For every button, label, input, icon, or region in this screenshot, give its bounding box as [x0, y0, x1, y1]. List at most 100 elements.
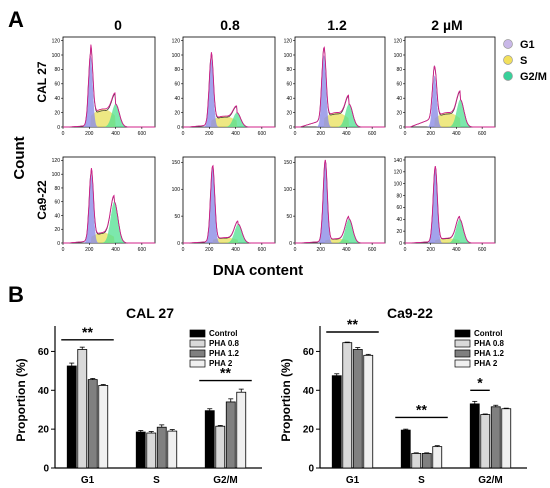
- histogram-y-tick: 120: [394, 38, 403, 44]
- bar-y-axis-label: Proportion (%): [279, 358, 293, 441]
- bar-category-label: G1: [81, 475, 95, 486]
- bar-category-label: S: [418, 475, 425, 486]
- histogram-y-tick: 100: [52, 172, 61, 178]
- histogram-fit-line: [295, 159, 385, 244]
- histogram-x-tick: 0: [404, 247, 407, 253]
- histogram-x-tick: 200: [205, 131, 214, 137]
- histogram-x-tick: 400: [111, 131, 120, 137]
- significance-marker: **: [416, 401, 427, 417]
- histogram-y-tick: 20: [396, 229, 402, 235]
- bar-legend-label: PHA 0.8: [474, 339, 504, 348]
- histogram-y-tick: 120: [284, 38, 293, 44]
- bar-y-tick-label: 40: [38, 386, 50, 397]
- histogram-x-tick: 200: [427, 247, 436, 253]
- histogram-y-tick: 100: [284, 187, 293, 193]
- histogram-ca922-2: 0 200 400 600 0 50 100 150: [284, 156, 386, 253]
- significance-marker: *: [477, 374, 483, 390]
- histogram-fit-line: [183, 164, 275, 244]
- bar-legend-swatch: [454, 359, 471, 368]
- histogram-ca922-3: 0 200 400 600 0 20 40 60 80 100 120 140: [394, 156, 496, 253]
- histogram-y-tick: 80: [54, 186, 60, 192]
- histogram-y-tick: 0: [177, 241, 180, 247]
- bar: [469, 403, 480, 469]
- bar-legend-label: PHA 2: [209, 359, 233, 368]
- histogram-data-line: [405, 166, 495, 244]
- bar: [490, 406, 501, 469]
- bar-y-axis-label: Proportion (%): [14, 358, 28, 441]
- s-phase-area: [63, 109, 155, 127]
- bar-legend-swatch: [189, 349, 206, 358]
- s-phase-area: [295, 238, 385, 243]
- concentration-label: 2 µM: [431, 17, 462, 33]
- histogram-y-tick: 120: [394, 170, 403, 176]
- phase-legend: G1 S G2/M: [503, 39, 547, 83]
- histogram-y-tick: 0: [57, 241, 60, 247]
- histogram-y-tick: 0: [399, 241, 402, 247]
- histogram-x-tick: 600: [258, 247, 267, 253]
- bar-legend-label: Control: [474, 329, 502, 338]
- bar-legend-swatch: [189, 359, 206, 368]
- histogram-y-tick: 140: [394, 158, 403, 164]
- histogram-x-tick: 0: [294, 247, 297, 253]
- legend-swatch: [503, 55, 513, 65]
- histogram-y-tick: 100: [394, 181, 403, 187]
- histogram-x-tick: 200: [205, 247, 214, 253]
- histogram-y-tick: 80: [174, 67, 180, 73]
- histogram-y-tick: 40: [396, 217, 402, 223]
- bar-legend-label: PHA 2: [474, 359, 498, 368]
- histogram-x-tick: 400: [231, 247, 240, 253]
- g1-phase-area: [405, 169, 495, 243]
- histogram-fit-line: [295, 46, 385, 128]
- histogram-y-tick: 20: [396, 110, 402, 116]
- histogram-ca922-0: 0 200 400 600 0 20 40 60 80 100 120: [52, 156, 156, 253]
- histogram-y-tick: 100: [284, 53, 293, 59]
- histogram-x-tick: 0: [182, 131, 185, 137]
- histogram-y-tick: 0: [289, 125, 292, 131]
- bar: [146, 432, 157, 469]
- g2m-phase-area: [63, 104, 155, 127]
- g1-phase-area: [295, 162, 385, 243]
- histogram-frame: [182, 36, 276, 128]
- panel-b-label: B: [8, 282, 24, 307]
- histogram-x-tick: 400: [111, 247, 120, 253]
- histogram-y-tick: 80: [396, 193, 402, 199]
- histogram-x-tick: 0: [294, 131, 297, 137]
- histogram-y-tick: 100: [52, 53, 61, 59]
- histogram-y-tick: 50: [286, 214, 292, 220]
- significance-marker: **: [347, 316, 358, 332]
- s-phase-area: [183, 116, 275, 127]
- histogram-x-tick: 200: [317, 131, 326, 137]
- histogram-y-tick: 80: [396, 67, 402, 73]
- histogram-x-tick: 600: [368, 247, 377, 253]
- bar: [501, 408, 512, 469]
- histogram-cal27-2: 0 200 400 600 0 20 40 60 80 100 120: [284, 36, 386, 137]
- histogram-x-tick: 0: [62, 247, 65, 253]
- histogram-x-tick: 200: [85, 247, 94, 253]
- bar: [480, 414, 491, 469]
- bar: [363, 354, 374, 469]
- histogram-y-tick: 60: [54, 200, 60, 206]
- bar: [87, 379, 98, 469]
- bar-y-tick-label: 0: [308, 464, 314, 475]
- bar: [98, 385, 109, 469]
- histogram-frame: [404, 156, 496, 244]
- histogram-x-tick: 600: [478, 131, 487, 137]
- bar: [331, 375, 342, 469]
- histogram-x-tick: 600: [368, 131, 377, 137]
- histogram-y-tick: 0: [177, 125, 180, 131]
- histogram-y-tick: 20: [54, 227, 60, 233]
- histogram-y-tick: 80: [286, 67, 292, 73]
- bar-chart-title: CAL 27: [126, 305, 174, 321]
- histogram-frame: [294, 156, 386, 244]
- histogram-y-tick: 150: [284, 160, 293, 166]
- bar-category-label: G2/M: [213, 475, 237, 486]
- bar: [66, 365, 77, 469]
- histogram-cal27-0: 0 200 400 600 0 20 40 60 80 100 120: [52, 36, 156, 137]
- bar-y-tick-label: 60: [38, 347, 50, 358]
- histogram-data-line: [295, 160, 385, 244]
- bar-legend-swatch: [454, 349, 471, 358]
- bar: [432, 446, 443, 469]
- bar: [77, 349, 88, 469]
- concentration-label: 0: [114, 17, 122, 33]
- histogram-y-tick: 40: [396, 96, 402, 102]
